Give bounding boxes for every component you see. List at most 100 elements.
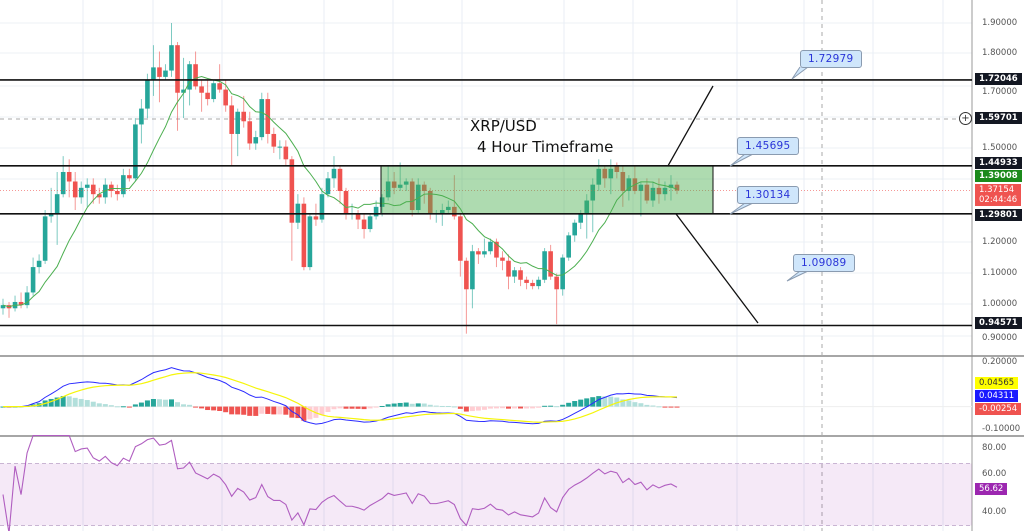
histogram-bar <box>60 396 66 407</box>
candle-body <box>30 267 36 293</box>
level-tag: 1.44933 <box>975 157 1022 169</box>
candle-body <box>518 270 523 280</box>
histogram-bar <box>169 399 174 407</box>
histogram-bar <box>217 406 223 411</box>
candle-body <box>18 301 24 306</box>
candle-body <box>446 206 451 211</box>
histogram-tag: -0.00254 <box>975 403 1022 415</box>
histogram-bar <box>512 406 518 409</box>
histogram-bar <box>614 397 620 407</box>
crosshair-tag: 1.59701 <box>975 112 1022 124</box>
histogram-bar <box>259 406 265 414</box>
price-tick: 0.90000 <box>982 333 1018 343</box>
candle-body <box>84 184 90 188</box>
overlays <box>0 66 972 327</box>
candle-body <box>464 260 469 290</box>
trend-line-up <box>667 85 714 167</box>
histogram-bar <box>451 406 457 408</box>
candle-body <box>283 146 289 160</box>
histogram-bar <box>530 406 536 409</box>
histogram-bar <box>397 402 403 407</box>
candle-body <box>385 181 391 198</box>
candle-body <box>325 178 331 195</box>
histogram-bar <box>102 404 108 407</box>
histogram-bar <box>205 406 211 411</box>
histogram-bar <box>72 397 78 407</box>
histogram-bar <box>590 397 596 407</box>
histogram-bar <box>493 406 499 409</box>
candle-body <box>307 216 313 268</box>
histogram-bar <box>289 406 295 418</box>
histogram-bar <box>385 404 391 407</box>
candle-body <box>60 171 66 195</box>
candle-body <box>163 70 168 77</box>
histogram-bar <box>487 406 493 409</box>
candle-body <box>554 276 559 290</box>
candle-body <box>78 187 84 198</box>
candle-body <box>253 137 259 144</box>
callout-pointer <box>729 153 754 167</box>
histogram-bar <box>78 398 84 407</box>
candle-body <box>494 241 499 258</box>
callout-1[interactable]: 1.72979 <box>800 50 862 68</box>
rsi-band <box>0 463 972 526</box>
histogram-bar <box>469 406 475 412</box>
candle-body <box>506 260 511 277</box>
callout-2[interactable]: 1.45695 <box>737 137 799 155</box>
histogram-bar <box>427 404 433 407</box>
histogram-bar <box>602 396 608 407</box>
candle-body <box>440 210 445 214</box>
histogram-bar <box>463 406 469 412</box>
histogram-bar <box>241 406 247 415</box>
candle-body <box>115 191 120 195</box>
candle-body <box>223 89 228 106</box>
bar-countdown: 02:44:46 <box>979 195 1018 205</box>
histogram-bar <box>379 405 385 407</box>
rsi-pane <box>0 435 972 531</box>
histogram-bar <box>187 404 193 407</box>
candle-body <box>66 171 72 182</box>
histogram-bar <box>439 405 445 407</box>
candle-body <box>614 165 620 172</box>
histogram-bar <box>343 406 349 409</box>
histogram-bar <box>524 406 530 409</box>
histogram-bar <box>253 406 259 416</box>
histogram-bar <box>144 400 150 407</box>
signal-tag: 0.04565 <box>975 377 1019 389</box>
candle-body <box>36 260 42 268</box>
candle-body <box>452 206 457 217</box>
level-tag: 0.94571 <box>975 317 1022 329</box>
histogram-bar <box>361 406 367 410</box>
candle-body <box>656 187 662 195</box>
histogram-bar <box>596 396 602 407</box>
macd-line <box>2 367 678 425</box>
candle-body <box>566 235 571 258</box>
callout-3[interactable]: 1.30134 <box>737 186 799 204</box>
histogram-bar <box>433 405 439 407</box>
candle-body <box>500 257 505 261</box>
price-tick: 1.50000 <box>982 143 1018 153</box>
last-price: 1.37154 <box>979 185 1015 195</box>
price-tick: 1.90000 <box>982 18 1018 28</box>
histogram-bar <box>54 397 60 407</box>
histogram-bar <box>307 406 313 420</box>
candle-body <box>542 251 547 280</box>
callout-4[interactable]: 1.09089 <box>793 254 855 272</box>
price-tick: 1.70000 <box>982 87 1018 97</box>
histogram-bar <box>271 406 277 415</box>
histogram-bar <box>668 406 674 408</box>
candle-body <box>409 181 415 211</box>
histogram-bar <box>349 406 355 409</box>
candle-body <box>415 184 421 211</box>
crosshair-plus-icon[interactable]: + <box>959 112 972 125</box>
histogram-bar <box>560 404 566 407</box>
rsi-tick: 80.00 <box>982 443 1007 453</box>
candle-body <box>650 187 656 201</box>
histogram-bar <box>620 399 626 407</box>
histogram-bar <box>229 406 235 415</box>
candle-body <box>638 184 644 192</box>
candle-body <box>403 181 409 185</box>
candle-body <box>109 184 114 192</box>
candle-body <box>199 86 204 93</box>
